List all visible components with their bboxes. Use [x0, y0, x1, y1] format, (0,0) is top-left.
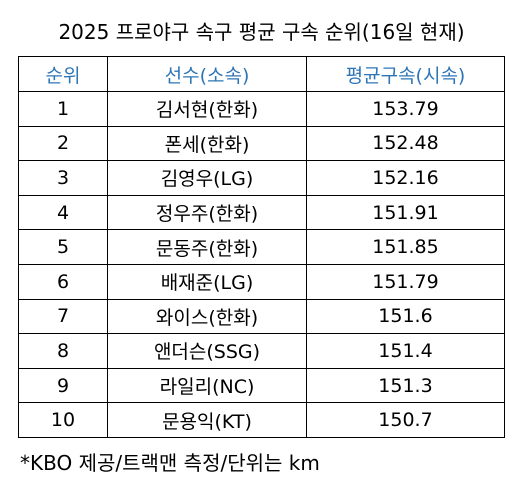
- table-row: 6 배재준(LG) 151.79: [18, 263, 505, 300]
- table-body: 1 김서현(한화) 153.79 2 폰세(한화) 152.48 3 김영우(LG) 152.1…: [18, 91, 505, 438]
- table-cell: 152.48: [306, 125, 505, 162]
- header-row: 순위 선수(소속) 평균구속(시속): [18, 56, 505, 92]
- table-row: 2 폰세(한화) 152.48: [18, 125, 505, 162]
- table-cell: 152.16: [306, 160, 505, 196]
- table-cell: 문용익(KT): [107, 402, 307, 438]
- table-cell: 폰세(한화): [107, 125, 307, 162]
- table-row: 1 김서현(한화) 153.79: [18, 91, 505, 127]
- table-row: 9 라일리(NC) 151.3: [18, 367, 505, 404]
- table-cell: 배재준(LG): [107, 263, 307, 300]
- table-cell: 정우주(한화): [107, 194, 307, 231]
- table-cell: 앤더슨(SSG): [107, 333, 307, 369]
- table-cell: 8: [18, 333, 108, 369]
- header-cell: 평균구속(시속): [306, 56, 505, 92]
- table-cell: 151.85: [306, 229, 505, 265]
- table-cell: 4: [18, 194, 108, 231]
- table-cell: 151.6: [306, 298, 505, 335]
- table-cell: 151.3: [306, 367, 505, 404]
- table-cell: 7: [18, 298, 108, 335]
- table-row: 7 와이스(한화) 151.6: [18, 298, 505, 335]
- table-cell: 김서현(한화): [107, 91, 307, 127]
- table-cell: 김영우(LG): [107, 160, 307, 196]
- header-cell: 선수(소속): [107, 56, 307, 92]
- table-cell: 3: [18, 160, 108, 196]
- table-cell: 6: [18, 263, 108, 300]
- table-row: 4 정우주(한화) 151.91: [18, 194, 505, 231]
- table-row: 3 김영우(LG) 152.16: [18, 160, 505, 196]
- table-row: 5 문동주(한화) 151.85: [18, 229, 505, 265]
- table-cell: 와이스(한화): [107, 298, 307, 335]
- table-cell: 153.79: [306, 91, 505, 127]
- table-cell: 151.4: [306, 333, 505, 369]
- table-header: 순위 선수(소속) 평균구속(시속): [18, 56, 505, 92]
- table-cell: 1: [18, 91, 108, 127]
- table-cell: 라일리(NC): [107, 367, 307, 404]
- table-cell: 2: [18, 125, 108, 162]
- table-cell: 151.91: [306, 194, 505, 231]
- table-cell: 151.79: [306, 263, 505, 300]
- header-cell: 순위: [18, 56, 108, 92]
- table-row: 8 앤더슨(SSG) 151.4: [18, 333, 505, 369]
- table-cell: 문동주(한화): [107, 229, 307, 265]
- title: 2025 프로야구 속구 평균 구속 순위(16일 현재): [58, 20, 465, 44]
- ranking-table: 순위 선수(소속) 평균구속(시속) 1 김서현(한화) 153.79 2 폰세(한화) 15…: [18, 56, 505, 438]
- table-cell: 9: [18, 367, 108, 404]
- table-cell: 10: [18, 402, 108, 438]
- table-cell: 150.7: [306, 402, 505, 438]
- footnote: *KBO 제공/트랙맨 측정/단위는 km: [20, 451, 320, 475]
- table-row: 10 문용익(KT) 150.7: [18, 402, 505, 438]
- table-cell: 5: [18, 229, 108, 265]
